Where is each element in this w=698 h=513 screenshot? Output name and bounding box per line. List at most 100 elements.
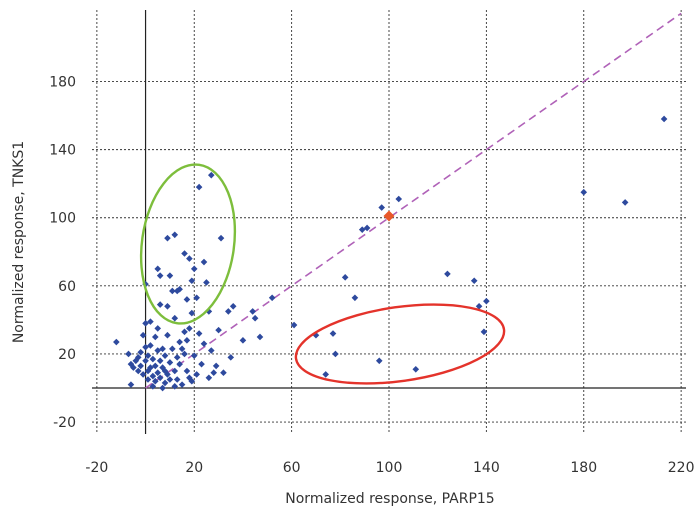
data-point [621,199,629,206]
data-point [186,255,193,262]
data-point [341,274,349,281]
x-tick-label: 180 [570,460,597,476]
data-point [154,325,162,332]
data-point [178,381,186,388]
x-tick-label: 20 [185,460,203,476]
data-point [183,296,191,303]
y-tick-label: 20 [58,347,76,363]
data-point [149,383,157,390]
data-point [144,352,152,359]
data-point [137,362,144,370]
data-point [134,367,142,375]
data-point [378,204,385,211]
data-point [205,374,213,382]
data-point [188,309,196,317]
x-tick-label: 140 [473,460,500,476]
data-point [137,348,144,356]
grid-lines [92,10,686,434]
data-point [171,231,179,239]
data-point [113,338,120,346]
data-point [181,250,188,257]
data-point [195,183,203,191]
y-axis-title: Normalized response, TNKS1 [11,141,27,343]
x-tick-label: 60 [283,460,301,476]
data-point [181,328,188,336]
data-point [173,354,181,361]
data-point [412,365,420,373]
y-tick-label: 140 [49,143,76,159]
data-point [139,331,147,339]
data-point [580,188,588,196]
data-point [169,345,176,353]
data-points [113,115,668,392]
data-point [183,367,191,375]
data-point [225,308,232,315]
data-point [178,345,186,353]
data-point [210,369,218,376]
data-point [176,360,183,368]
data-point [173,287,181,295]
data-point [480,328,488,336]
data-point [268,294,276,302]
data-point [164,234,171,242]
data-point [127,360,135,368]
data-point [156,357,164,365]
x-tick-label: 100 [376,460,403,476]
y-tick-label: 60 [58,279,76,295]
data-point [166,272,174,279]
reference-point-group [383,210,395,222]
red-ellipse [294,303,506,385]
data-point [156,374,164,382]
data-point [207,171,215,179]
data-point [169,287,176,295]
data-point [147,318,154,325]
data-point [171,383,179,390]
x-tick-label: 220 [668,460,695,476]
data-point [142,357,149,365]
data-point [200,258,208,266]
data-point [188,377,196,385]
data-point [130,364,137,371]
data-point [176,285,183,293]
data-point [329,330,337,337]
data-point [159,384,166,392]
data-point [212,362,220,370]
data-point [332,350,339,358]
data-point [149,355,157,363]
data-point [193,294,200,302]
data-point [144,376,152,383]
data-point [186,325,193,332]
y-tick-label: -20 [53,415,76,431]
data-point [200,340,208,348]
data-point [149,372,157,380]
data-point [147,364,154,371]
data-point [351,294,359,302]
data-point [134,354,142,361]
data-point [322,371,330,378]
data-point [161,367,169,375]
y-tick-label: 180 [49,75,76,91]
data-point [475,302,483,310]
data-point [164,371,171,378]
data-point [220,369,227,376]
data-point [193,371,200,378]
green-ellipse [139,163,237,325]
data-point [203,279,210,286]
data-point [171,367,179,375]
data-point [483,297,490,305]
data-point [161,352,169,359]
data-point [139,371,147,378]
identity-line [145,12,682,389]
data-point [161,379,169,387]
data-point [147,342,154,349]
data-point [195,330,203,337]
data-point [144,367,152,375]
data-point [375,357,383,365]
data-point [239,337,247,344]
data-point [164,302,171,310]
data-point [312,331,320,339]
data-point [156,272,164,279]
data-point [127,381,135,388]
data-point [660,115,668,123]
